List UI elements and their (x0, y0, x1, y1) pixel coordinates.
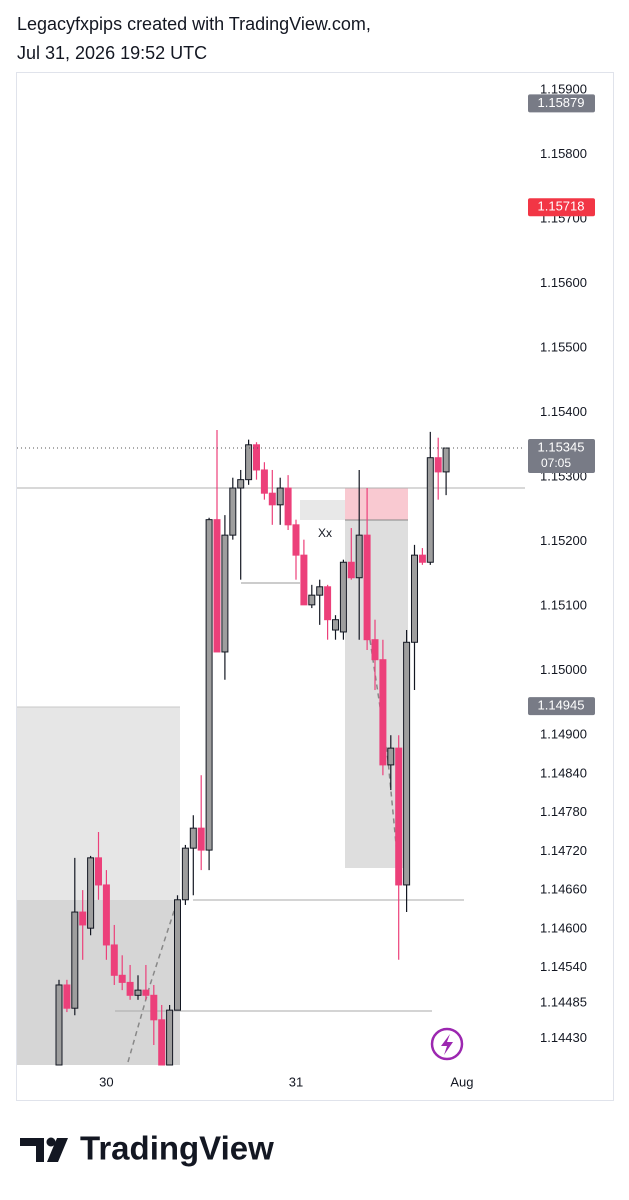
candle-body (403, 641, 411, 886)
annotation: Xx (318, 526, 332, 540)
candle-body (347, 561, 355, 579)
candle-body (355, 534, 363, 579)
candle-body (229, 487, 237, 536)
price-tag-label: 1.15345 (538, 439, 585, 454)
y-tick-label: 1.14780 (540, 804, 587, 819)
candle-body (324, 586, 332, 621)
zone (17, 900, 180, 1065)
candle-body (245, 444, 253, 481)
candle-body (197, 827, 205, 851)
candle-body (174, 899, 181, 1011)
y-tick-label: 1.14840 (540, 765, 587, 780)
x-tick-label: Aug (450, 1074, 473, 1089)
candle-body (284, 487, 292, 526)
y-tick-label: 1.15200 (540, 533, 587, 548)
price-tag-label: 1.15718 (538, 199, 585, 214)
candle-body (213, 519, 221, 653)
candle-body (339, 561, 347, 633)
y-tick-label: 1.14720 (540, 843, 587, 858)
y-tick-label: 1.15500 (540, 339, 587, 354)
candle-body (253, 444, 260, 471)
price-tag-label: 1.15879 (538, 95, 585, 110)
price-tag-label: 1.14945 (538, 698, 585, 713)
candle-body (221, 534, 229, 653)
candle-body (63, 984, 71, 1009)
candles (55, 429, 450, 1066)
y-tick-label: 1.14540 (540, 959, 587, 974)
candle-body (55, 984, 63, 1066)
x-tick-label: 31 (289, 1074, 303, 1089)
y-tick-label: 1.14900 (540, 727, 587, 742)
candle-body (332, 619, 339, 631)
price-tag (528, 697, 595, 716)
price-tag (528, 94, 595, 113)
y-tick-label: 1.14660 (540, 882, 587, 897)
price-tag (528, 439, 595, 474)
y-tick-label: 1.14600 (540, 920, 587, 935)
candle-body (300, 554, 308, 606)
candle-body (292, 524, 300, 556)
candle-body (110, 944, 118, 976)
countdown: 07:05 (541, 456, 571, 470)
y-tick-label: 1.15600 (540, 275, 587, 290)
zone (345, 488, 408, 520)
footer-brand: TradingView (80, 1130, 274, 1167)
y-tick-label: 1.15400 (540, 404, 587, 419)
candle-body (434, 457, 442, 473)
y-tick-label: 1.15100 (540, 598, 587, 613)
price-tag (528, 198, 595, 217)
candle-body (102, 884, 110, 946)
y-tick-label: 1.15900 (540, 81, 587, 96)
candle-body (118, 974, 126, 983)
y-tick-label: 1.14430 (540, 1030, 587, 1045)
candle-body (142, 989, 150, 996)
candle-body (95, 857, 102, 886)
candle-body (442, 447, 450, 473)
candle-body (205, 519, 213, 851)
candle-body (150, 994, 158, 1021)
y-tick-label: 1.14485 (540, 994, 587, 1009)
y-tick-label: 1.15000 (540, 662, 587, 677)
candle-body (181, 847, 189, 901)
drawings: Xx (17, 487, 525, 1065)
candle-body (189, 827, 197, 849)
footer-logo (20, 1137, 68, 1162)
candle-body (418, 554, 426, 563)
candle-body (395, 747, 403, 886)
y-tick-label: 1.15800 (540, 146, 587, 161)
candle-body (411, 554, 418, 643)
candle-body (268, 492, 276, 506)
dashed-path (127, 904, 177, 1063)
candle-body (79, 911, 87, 926)
candle-body (371, 639, 379, 661)
x-tick-label: 30 (99, 1074, 113, 1089)
candle-body (126, 981, 134, 996)
header-subtitle: Jul 31, 2026 19:52 UTC (17, 43, 207, 63)
candle-body (316, 586, 324, 596)
candle-body (379, 659, 387, 766)
candle-body (237, 479, 245, 489)
candle-body (276, 487, 284, 506)
candle-body (260, 469, 268, 494)
header-title: Legacyfxpips created with TradingView.co… (17, 14, 371, 34)
candle-body (71, 911, 79, 1009)
candle-body (387, 747, 395, 766)
candle-body (426, 457, 434, 563)
candle-body (166, 1009, 174, 1066)
candle-body (363, 534, 371, 641)
flash-icon[interactable] (430, 1027, 464, 1061)
candle-body (308, 594, 316, 606)
candle-body (134, 989, 142, 996)
candle-body (158, 1019, 166, 1066)
candle-body (87, 857, 95, 929)
